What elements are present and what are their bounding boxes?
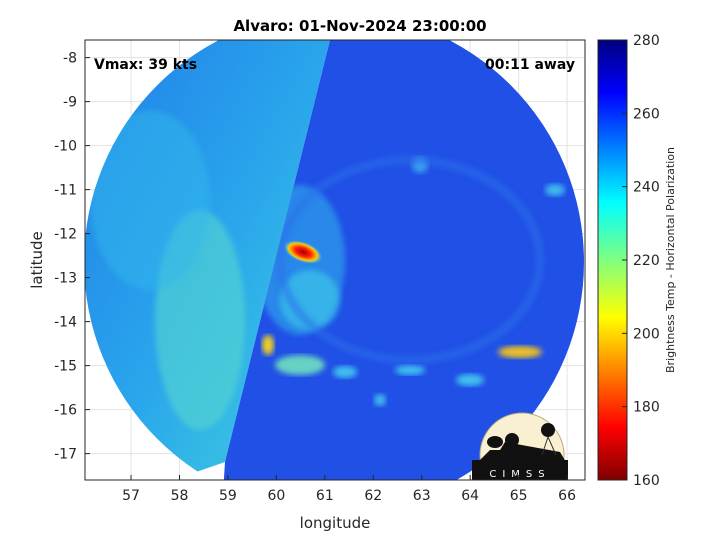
y-tick-label: -10	[54, 139, 77, 155]
x-tick-label: 63	[413, 488, 431, 504]
axes-box	[84, 39, 586, 481]
x-tick-label: 64	[461, 488, 479, 504]
colorbar-tick-label: 200	[633, 326, 660, 342]
x-tick-label: 59	[219, 488, 237, 504]
x-tick-label: 57	[122, 488, 140, 504]
y-tick-label: -11	[54, 183, 77, 199]
y-tick-label: -12	[54, 227, 77, 243]
x-tick-label: 60	[267, 488, 285, 504]
x-tick-label: 66	[558, 488, 576, 504]
colorbar-tick-label: 180	[633, 400, 660, 416]
colorbar-tick-label: 240	[633, 180, 660, 196]
colorbar-tick-label: 160	[633, 473, 660, 489]
y-tick-label: -16	[54, 403, 77, 419]
plot-title: Alvaro: 01-Nov-2024 23:00:00	[233, 17, 486, 35]
x-tick-label: 61	[316, 488, 334, 504]
x-axis-label: longitude	[300, 514, 371, 532]
x-tick-label: 62	[364, 488, 382, 504]
x-tick-label: 58	[171, 488, 189, 504]
y-tick-label: -8	[63, 51, 77, 67]
x-axis-ticks: 57 58 59 60 61 62 63 64 65 66	[122, 475, 576, 504]
y-axis-label: latitude	[28, 231, 46, 289]
colorbar-tick-label: 260	[633, 106, 660, 122]
y-tick-label: -9	[63, 95, 77, 111]
colorbar-ticks: 280 260 240 220 200 180 160	[622, 33, 660, 489]
x-tick-label: 65	[510, 488, 528, 504]
logo-text: CIMSS	[489, 469, 550, 480]
colorbar-tick-label: 280	[633, 33, 660, 49]
time-offset-label: 00:11 away	[485, 57, 575, 73]
y-tick-label: -15	[54, 359, 77, 375]
colorbar-tick-label: 220	[633, 253, 660, 269]
y-tick-label: -14	[54, 315, 77, 331]
vmax-label: Vmax: 39 kts	[94, 57, 197, 73]
y-tick-label: -17	[54, 447, 77, 463]
y-tick-label: -13	[54, 271, 77, 287]
y-axis-ticks: -8 -9 -10 -11 -12 -13 -14 -15 -16 -17	[54, 51, 90, 463]
warm-core	[283, 240, 323, 264]
cimss-logo: CIMSS	[472, 412, 568, 480]
colorbar-label: Brightness Temp - Horizontal Polarizatio…	[664, 147, 677, 373]
